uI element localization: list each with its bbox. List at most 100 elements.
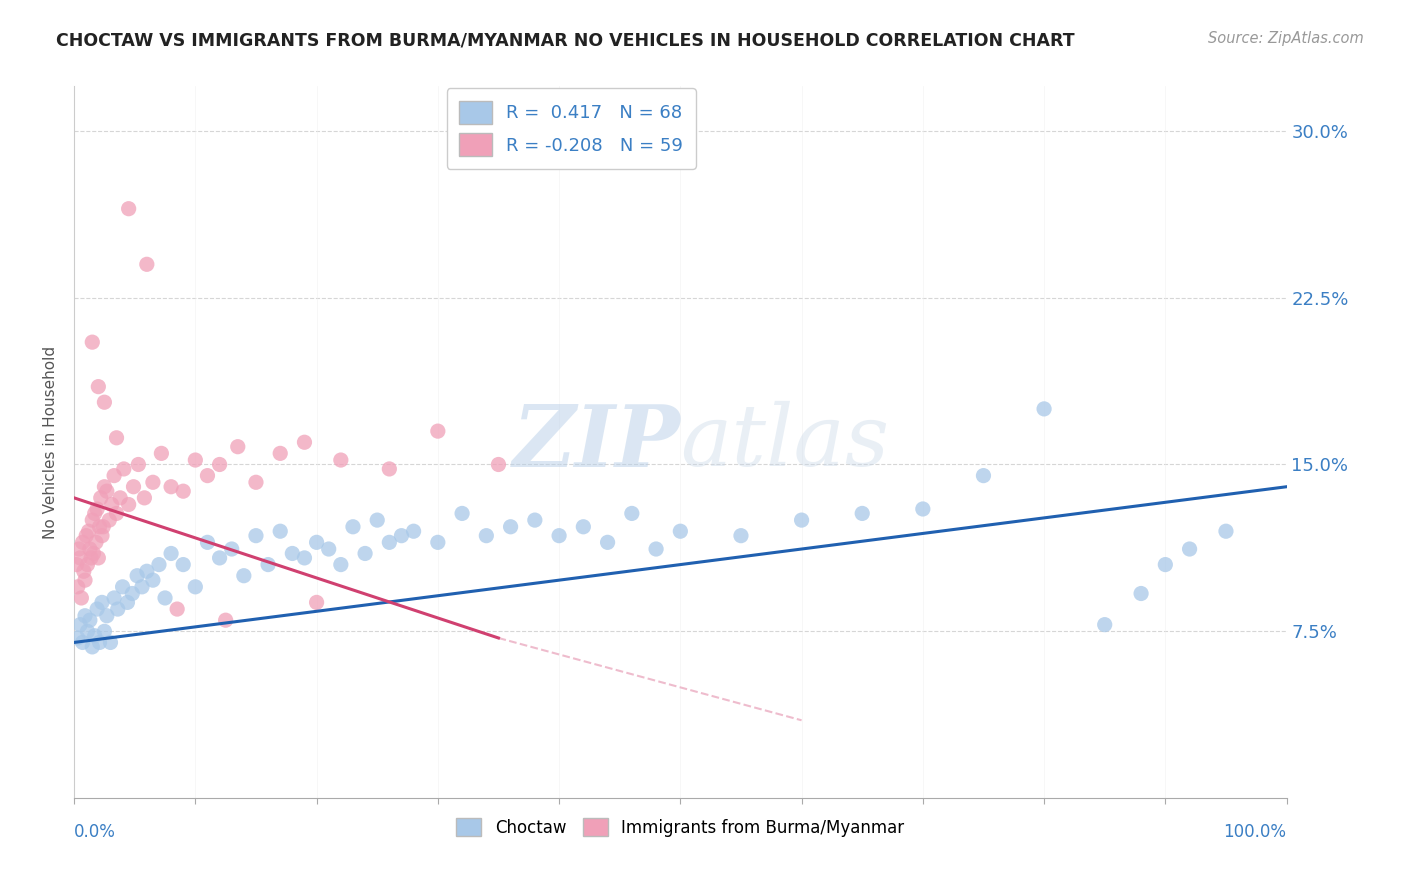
- Point: [342, 520, 364, 534]
- Point: [91, 520, 114, 534]
- Point: [103, 468, 125, 483]
- Point: [118, 498, 141, 512]
- Point: [72, 535, 94, 549]
- Point: [108, 491, 131, 505]
- Point: [305, 535, 328, 549]
- Point: [82, 546, 104, 560]
- Point: [391, 529, 413, 543]
- Point: [135, 564, 157, 578]
- Point: [645, 541, 668, 556]
- Point: [72, 635, 94, 649]
- Point: [1033, 401, 1056, 416]
- Point: [269, 446, 291, 460]
- Point: [488, 458, 510, 472]
- Point: [523, 513, 546, 527]
- Point: [142, 573, 165, 587]
- Text: 100.0%: 100.0%: [1223, 823, 1286, 841]
- Point: [245, 529, 267, 543]
- Point: [572, 520, 595, 534]
- Point: [105, 431, 128, 445]
- Point: [257, 558, 280, 572]
- Text: Source: ZipAtlas.com: Source: ZipAtlas.com: [1208, 31, 1364, 46]
- Point: [96, 608, 118, 623]
- Point: [426, 535, 449, 549]
- Point: [148, 558, 170, 572]
- Point: [475, 529, 498, 543]
- Point: [160, 480, 183, 494]
- Point: [972, 468, 994, 483]
- Point: [67, 541, 90, 556]
- Point: [166, 602, 188, 616]
- Point: [100, 498, 122, 512]
- Point: [107, 602, 129, 616]
- Point: [70, 591, 93, 605]
- Point: [100, 635, 122, 649]
- Point: [127, 568, 149, 582]
- Point: [366, 513, 388, 527]
- Point: [93, 395, 115, 409]
- Point: [318, 541, 340, 556]
- Point: [329, 453, 352, 467]
- Point: [112, 462, 135, 476]
- Point: [91, 529, 114, 543]
- Point: [80, 550, 103, 565]
- Point: [669, 524, 692, 539]
- Point: [1154, 558, 1177, 572]
- Point: [69, 550, 91, 565]
- Point: [76, 624, 98, 639]
- Point: [69, 617, 91, 632]
- Point: [197, 535, 219, 549]
- Point: [122, 480, 145, 494]
- Text: 0.0%: 0.0%: [75, 823, 115, 841]
- Point: [96, 484, 118, 499]
- Point: [127, 458, 149, 472]
- Point: [89, 520, 111, 534]
- Point: [66, 631, 89, 645]
- Point: [245, 475, 267, 490]
- Text: atlas: atlas: [681, 401, 890, 483]
- Point: [281, 546, 304, 560]
- Point: [451, 507, 474, 521]
- Point: [160, 546, 183, 560]
- Point: [911, 502, 934, 516]
- Point: [620, 507, 643, 521]
- Point: [208, 458, 231, 472]
- Point: [90, 491, 112, 505]
- Point: [86, 502, 108, 516]
- Point: [93, 624, 115, 639]
- Point: [87, 379, 110, 393]
- Point: [142, 475, 165, 490]
- Point: [105, 507, 128, 521]
- Point: [329, 558, 352, 572]
- Point: [121, 586, 143, 600]
- Point: [172, 558, 194, 572]
- Point: [499, 520, 522, 534]
- Point: [426, 424, 449, 438]
- Point: [82, 335, 104, 350]
- Point: [1094, 617, 1116, 632]
- Point: [402, 524, 425, 539]
- Point: [79, 541, 101, 556]
- Point: [226, 440, 249, 454]
- Point: [596, 535, 619, 549]
- Point: [66, 580, 89, 594]
- Text: ZIP: ZIP: [512, 401, 681, 484]
- Point: [1178, 541, 1201, 556]
- Point: [76, 558, 98, 572]
- Point: [79, 613, 101, 627]
- Point: [1130, 586, 1153, 600]
- Point: [790, 513, 813, 527]
- Point: [103, 591, 125, 605]
- Point: [86, 602, 108, 616]
- Point: [134, 491, 156, 505]
- Point: [65, 558, 87, 572]
- Point: [98, 513, 121, 527]
- Point: [548, 529, 571, 543]
- Point: [87, 550, 110, 565]
- Point: [77, 524, 100, 539]
- Point: [91, 595, 114, 609]
- Point: [73, 608, 96, 623]
- Point: [208, 550, 231, 565]
- Point: [93, 480, 115, 494]
- Point: [354, 546, 377, 560]
